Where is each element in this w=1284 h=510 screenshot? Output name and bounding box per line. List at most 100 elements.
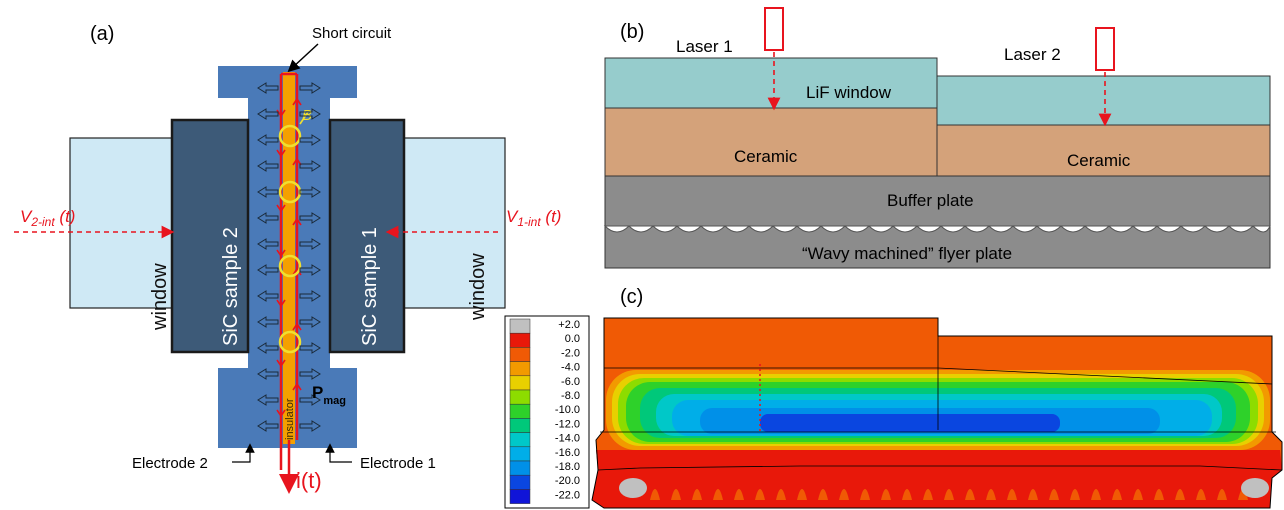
- electrode-1-label: Electrode 1: [360, 455, 436, 472]
- legend-swatch: [509, 332, 531, 348]
- legend-swatch: [509, 446, 531, 462]
- legend-swatch: [509, 403, 531, 419]
- legend-value: 0.0: [565, 333, 580, 345]
- legend-value: -20.0: [555, 475, 580, 487]
- legend-value: -4.0: [561, 362, 580, 374]
- ceramic-left-label: Ceramic: [734, 147, 798, 166]
- pressure-arrow-left: [257, 316, 279, 328]
- flyer-tooth: [881, 489, 891, 500]
- legend-value: -8.0: [561, 390, 580, 402]
- pressure-arrow-left: [257, 342, 279, 354]
- pressure-arrow-right: [299, 316, 321, 328]
- left-window: [69, 137, 181, 309]
- v2-label: V2-int (t): [20, 207, 75, 229]
- flyer-tooth: [650, 489, 660, 500]
- current-label: i(t): [296, 468, 322, 493]
- pressure-arrow-left: [257, 134, 279, 146]
- flyer-tooth: [1049, 489, 1059, 500]
- contour-plot: [591, 317, 1283, 509]
- flyer-tooth: [797, 489, 807, 500]
- pressure-arrow-left: [257, 160, 279, 172]
- pressure-arrow-right: [299, 394, 321, 406]
- pressure-arrow-right: [299, 134, 321, 146]
- legend-swatch: [509, 460, 531, 476]
- legend-swatch: [509, 375, 531, 391]
- contour-band-deepblue: [760, 414, 1060, 432]
- electrode-2-label: Electrode 2: [132, 455, 208, 472]
- right-window: [392, 137, 506, 309]
- lif-window-label: LiF window: [806, 83, 892, 102]
- flyer-tooth: [1070, 489, 1080, 500]
- wavy-interface: [603, 225, 1271, 233]
- flyer-tooth: [734, 489, 744, 500]
- panel-b: (b) Laser 1 Laser 2 LiF window Ceramic C…: [603, 7, 1271, 269]
- laser-2-label: Laser 2: [1004, 45, 1061, 64]
- legend-value: -16.0: [555, 447, 580, 459]
- flyer-tooth: [1091, 489, 1101, 500]
- sic-sample-2-label: SiC sample 2: [220, 227, 242, 346]
- panel-b-label: (b): [620, 21, 644, 43]
- flyer-tooth: [1154, 489, 1164, 500]
- legend-value: +2.0: [558, 319, 580, 331]
- pressure-arrow-right: [299, 108, 321, 120]
- pressure-arrow-left: [257, 264, 279, 276]
- flyer-tooth: [692, 489, 702, 500]
- contour-outline: [591, 317, 1283, 509]
- b-field-arrow: [299, 111, 309, 125]
- flyer-tooth: [965, 489, 975, 500]
- legend-swatch: [509, 474, 531, 490]
- laser-1-icon: [764, 7, 784, 51]
- legend-swatch: [509, 347, 531, 362]
- legend-value: -22.0: [555, 489, 580, 501]
- ceramic-right-label: Ceramic: [1067, 151, 1131, 170]
- flyer-tooth: [776, 489, 786, 500]
- pressure-arrow-right: [299, 420, 321, 432]
- pressure-arrow-right: [299, 264, 321, 276]
- pressure-arrow-left: [257, 290, 279, 302]
- flyer-tooth: [1217, 489, 1227, 500]
- pressure-arrow-left: [257, 108, 279, 120]
- contour-lif-right: [938, 336, 1272, 368]
- pressure-arrow-left: [257, 394, 279, 406]
- lif-window-right: [936, 75, 1271, 126]
- flyer-tooth: [944, 489, 954, 500]
- flyer-tooth: [860, 489, 870, 500]
- contour-flyer-region: [592, 450, 1282, 508]
- legend-value: -6.0: [561, 376, 580, 388]
- electrode-2-arrow: [232, 443, 255, 463]
- pressure-arrow-right: [299, 238, 321, 250]
- panel-c: (c) +2.0 0.0 -2.0 -4.0 -6.0 -8.0 -10.0 -12.0 -14…: [504, 286, 1283, 509]
- flyer-tooth: [671, 489, 681, 500]
- insulator-label: insulator: [284, 398, 296, 440]
- short-circuit-arrow: [287, 43, 319, 73]
- sic-sample-1: [328, 118, 406, 354]
- panel-a-label: (a): [90, 23, 114, 45]
- pressure-arrow-left: [257, 238, 279, 250]
- legend-swatch: [509, 318, 531, 334]
- flyer-tooth: [1028, 489, 1038, 500]
- contour-gray-left: [619, 478, 647, 498]
- pressure-arrow-right: [299, 290, 321, 302]
- flyer-tooth: [1112, 489, 1122, 500]
- flyer-plate: [604, 225, 1271, 269]
- window-right-label: window: [467, 253, 489, 321]
- flyer-tooth: [1133, 489, 1143, 500]
- window-left-label: window: [149, 263, 171, 331]
- legend-swatch: [509, 432, 531, 448]
- pressure-arrow-right: [299, 82, 321, 94]
- pressure-arrow-left: [257, 420, 279, 432]
- pressure-arrow-left: [257, 82, 279, 94]
- flyer-tooth: [713, 489, 723, 500]
- pressure-arrows: [257, 82, 321, 432]
- wavy-bumps: [603, 225, 1271, 233]
- flyer-tooth: [902, 489, 912, 500]
- pressure-arrow-left: [257, 186, 279, 198]
- pressure-arrow-left: [257, 212, 279, 224]
- buffer-plate-label: Buffer plate: [887, 191, 974, 210]
- legend-value: -14.0: [555, 433, 580, 445]
- legend-swatches: +2.0 0.0 -2.0 -4.0 -6.0 -8.0 -10.0 -12.0 -14.0 -1…: [509, 318, 580, 504]
- flyer-teeth: [650, 489, 1248, 500]
- pressure-arrow-right: [299, 368, 321, 380]
- pmag-label: Pmag: [312, 383, 346, 407]
